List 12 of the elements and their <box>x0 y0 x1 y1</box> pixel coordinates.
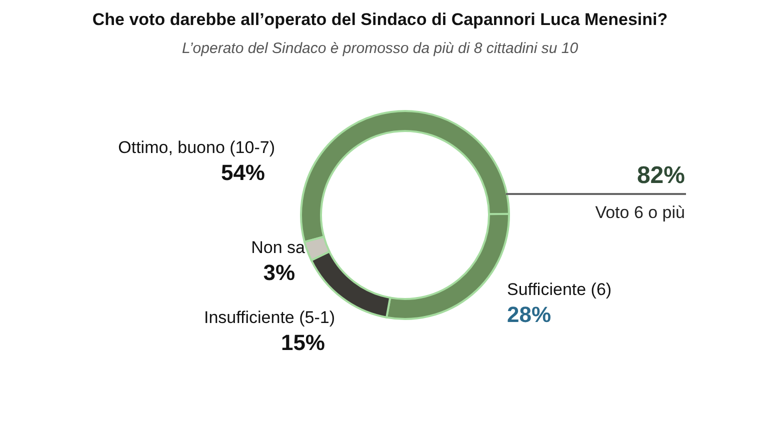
data-label: 28% <box>507 302 552 327</box>
text: 82% <box>636 162 685 189</box>
data-label: 15% <box>280 330 325 355</box>
chart-title: Che voto darebbe all’operato del Sindaco di Capannori Luca Menesini? <box>92 10 668 29</box>
chart-subtitle: L’operato del Sindaco è promosso da più di 8 cittadini su 10 <box>182 40 579 57</box>
text: Voto 6 o più <box>595 203 685 222</box>
data-label: 54% <box>220 160 265 185</box>
slice-label: Sufficiente (6) <box>507 280 612 299</box>
slice-label: Insufficiente (5-1) <box>204 308 335 327</box>
data-label: 3% <box>263 260 295 285</box>
slice-label: Ottimo, buono (10-7) <box>118 138 275 157</box>
slice-label: Non sa <box>251 238 306 257</box>
